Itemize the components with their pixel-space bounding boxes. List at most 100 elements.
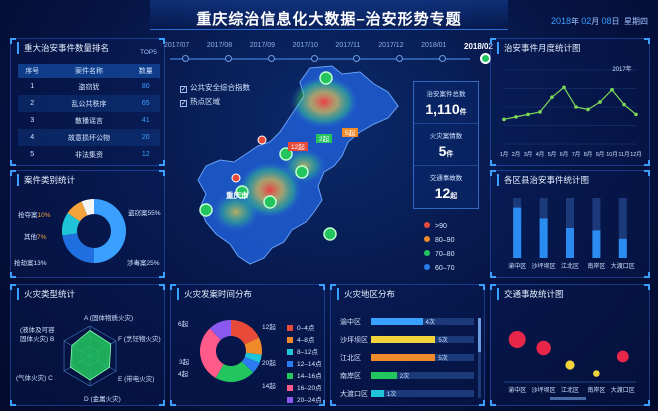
- line-point[interactable]: [598, 100, 602, 104]
- table-row[interactable]: 4 故意损坏公物 20: [18, 129, 160, 146]
- hbar-row[interactable]: 江北区 5次: [340, 352, 480, 364]
- bar[interactable]: [513, 207, 522, 258]
- map-marker[interactable]: [199, 203, 213, 217]
- timeline-month-label[interactable]: 2017/09: [249, 42, 276, 49]
- hbar-row[interactable]: 沙坪坝区 5次: [340, 334, 480, 346]
- donut-slice[interactable]: [62, 233, 94, 263]
- x-tick-label: 南岸区: [587, 386, 605, 394]
- donut-slice[interactable]: [67, 201, 88, 222]
- map-badge[interactable]: [288, 142, 308, 151]
- district-bar-chart: 渝中区 沙坪坝区 江北区 南岸区 大渡口区: [508, 198, 635, 270]
- legend-item: 8–12点: [287, 346, 322, 358]
- checkbox-icon[interactable]: ✓: [180, 100, 187, 107]
- line-point[interactable]: [550, 95, 554, 99]
- table-row[interactable]: 3 散播谣言 41: [30, 117, 150, 125]
- option-hotspot[interactable]: ✓ 热点区域: [180, 97, 220, 107]
- chongqing-map[interactable]: 12起 2起 5起 重庆市: [192, 62, 412, 277]
- fire-time-ring-chart: [200, 320, 262, 382]
- donut-slice[interactable]: [62, 212, 80, 236]
- hbar-fill: [371, 372, 397, 379]
- scatter-point[interactable]: [593, 370, 600, 377]
- bar[interactable]: [566, 228, 574, 258]
- hbar-row[interactable]: 大渡口区 1次: [340, 388, 480, 400]
- line-point[interactable]: [538, 110, 542, 114]
- timeline-dot[interactable]: [396, 55, 404, 62]
- hbar-row[interactable]: 南岸区 2次: [340, 370, 480, 382]
- timeline-dot[interactable]: [224, 55, 232, 62]
- district-title: 各区县治安事件统计图: [497, 174, 589, 186]
- x-tick-label: 江北区: [561, 262, 579, 270]
- timeline-month-label[interactable]: 2017/08: [206, 42, 233, 49]
- timeline-month-label[interactable]: 2017/12: [378, 42, 404, 49]
- table-row[interactable]: 5 非法集资 12: [30, 151, 150, 159]
- map-marker[interactable]: [295, 165, 309, 179]
- line-point[interactable]: [622, 102, 626, 107]
- hbar-row[interactable]: 渝中区 4次: [340, 316, 480, 328]
- table-row[interactable]: 2 乱公共秩序 65: [18, 95, 160, 112]
- ring-slice[interactable]: [244, 352, 262, 364]
- donut-slice[interactable]: [81, 199, 94, 216]
- map-marker[interactable]: [263, 195, 277, 209]
- scatter-point[interactable]: [508, 331, 526, 348]
- legend-swatch: [287, 337, 293, 343]
- timeline-month-label[interactable]: 2018/01: [421, 42, 447, 49]
- scatter-point[interactable]: [565, 360, 575, 370]
- timeline-month-label[interactable]: 2018/02: [464, 42, 493, 51]
- line-point[interactable]: [502, 117, 506, 122]
- line-point[interactable]: [586, 107, 590, 112]
- timeline-dot[interactable]: [353, 55, 361, 62]
- bar[interactable]: [592, 230, 601, 258]
- bar[interactable]: [618, 238, 627, 258]
- line-point[interactable]: [526, 112, 530, 117]
- map-marker[interactable]: [319, 71, 333, 85]
- ring-slice[interactable]: [200, 328, 224, 378]
- ring-slice[interactable]: [209, 320, 231, 341]
- line-point[interactable]: [610, 87, 614, 92]
- timeline-dot[interactable]: [310, 55, 318, 62]
- line-point[interactable]: [574, 105, 578, 109]
- checkbox-icon[interactable]: ✓: [180, 86, 187, 93]
- ring-slice[interactable]: [231, 320, 259, 345]
- timeline-dot[interactable]: [182, 55, 189, 62]
- timeline-dot[interactable]: [439, 55, 447, 62]
- map-marker[interactable]: [235, 185, 249, 199]
- fire-area-scrollbar[interactable]: [478, 318, 481, 398]
- scrollbar-thumb[interactable]: [478, 318, 481, 352]
- timeline-month-label[interactable]: 2017/07: [164, 42, 190, 49]
- ring-slice[interactable]: [244, 337, 262, 355]
- map-badge[interactable]: [342, 128, 358, 137]
- bar[interactable]: [539, 218, 548, 258]
- timeline-dot[interactable]: [480, 53, 491, 64]
- x-tick-label: 4月: [536, 151, 545, 158]
- scroll-handle[interactable]: [550, 397, 586, 400]
- legend-item: >90: [424, 222, 454, 236]
- fire-time-title: 火灾发案时间分布: [177, 288, 252, 300]
- line-point[interactable]: [514, 115, 518, 119]
- scatter-point[interactable]: [536, 340, 551, 356]
- scatter-point[interactable]: [616, 350, 629, 363]
- radar-label-f: F (烹饪物火灾): [118, 336, 161, 343]
- ring-label-4: 4起: [178, 371, 189, 378]
- map-badge[interactable]: [316, 134, 332, 143]
- hbar-category-label: 沙坪坝区: [340, 337, 368, 344]
- x-tick-label: 大渡口区: [611, 262, 635, 270]
- table-row[interactable]: 1 盗窃犹 80: [30, 83, 150, 91]
- ring-slice[interactable]: [215, 361, 254, 382]
- line-point[interactable]: [562, 85, 566, 90]
- fire-time-legend: 0–4点 4–8点 8–12点 12–14点 14–16点 16–20点 20–24点: [287, 322, 322, 406]
- line-point[interactable]: [634, 112, 638, 117]
- rank-panel: 重大治安事件数量排名: [10, 38, 165, 166]
- option-composite-index[interactable]: ✓ 公共安全综合指数: [180, 83, 250, 93]
- map-marker-hot[interactable]: [231, 173, 241, 183]
- x-tick-label: 1月: [500, 151, 509, 158]
- hbar-track: [371, 390, 474, 397]
- timeline-month-label[interactable]: 2017/10: [292, 42, 318, 49]
- ring-slice[interactable]: [241, 356, 260, 373]
- timeline-month-label[interactable]: 2017/11: [335, 42, 361, 49]
- map-marker-hot[interactable]: [257, 135, 267, 145]
- legend-label: 14–16点: [297, 373, 322, 380]
- timeline-dot[interactable]: [267, 55, 275, 62]
- donut-slice[interactable]: [94, 199, 126, 263]
- map-marker[interactable]: [323, 227, 337, 241]
- x-tick-label: 渝中区: [508, 386, 526, 394]
